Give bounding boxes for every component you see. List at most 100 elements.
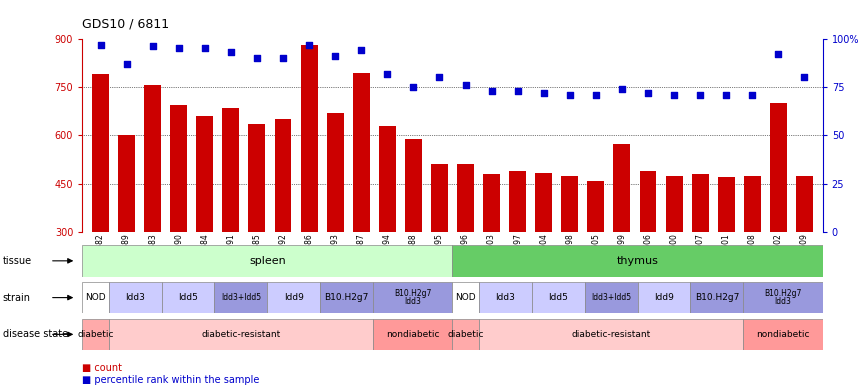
Text: NOD: NOD	[85, 293, 106, 302]
Point	[250, 55, 264, 61]
Bar	[690, 282, 743, 313]
Bar	[92, 74, 109, 329]
Bar	[457, 164, 474, 329]
Point	[145, 43, 159, 50]
Point	[772, 51, 785, 57]
Bar	[82, 319, 109, 350]
Bar	[561, 176, 578, 329]
Point	[641, 90, 655, 96]
Point	[224, 49, 238, 55]
Bar	[743, 319, 823, 350]
Bar	[796, 176, 813, 329]
Bar	[145, 86, 161, 329]
Bar	[718, 177, 734, 329]
Point	[459, 82, 473, 88]
Bar	[320, 282, 373, 313]
Bar	[770, 103, 787, 329]
Bar	[509, 171, 527, 329]
Text: NOD: NOD	[456, 293, 476, 302]
Point	[667, 92, 681, 98]
Bar	[405, 139, 422, 329]
Point	[589, 92, 603, 98]
Point	[94, 41, 107, 48]
Point	[537, 90, 551, 96]
Text: nondiabetic: nondiabetic	[756, 330, 810, 339]
Bar	[431, 164, 448, 329]
Bar	[275, 119, 292, 329]
Bar	[452, 319, 479, 350]
Text: diabetic: diabetic	[448, 330, 484, 339]
Text: tissue: tissue	[3, 256, 32, 266]
Text: disease state: disease state	[3, 329, 68, 339]
Bar	[637, 282, 690, 313]
Point	[485, 88, 499, 94]
Text: diabetic-resistant: diabetic-resistant	[201, 330, 281, 339]
Bar	[171, 105, 187, 329]
Text: thymus: thymus	[617, 256, 658, 266]
Text: Idd3+Idd5: Idd3+Idd5	[221, 293, 261, 302]
Bar	[215, 282, 268, 313]
Point	[406, 84, 420, 90]
Text: strain: strain	[3, 293, 30, 303]
Bar	[82, 282, 109, 313]
Point	[328, 53, 342, 59]
Text: B10.H2g7
Idd3: B10.H2g7 Idd3	[765, 289, 802, 306]
Text: B10.H2g7: B10.H2g7	[325, 293, 369, 302]
Text: spleen: spleen	[249, 256, 286, 266]
Text: ■ count: ■ count	[82, 363, 122, 373]
Point	[120, 61, 133, 67]
Bar	[613, 144, 630, 329]
Bar	[326, 113, 344, 329]
Bar	[666, 176, 682, 329]
Bar	[692, 174, 708, 329]
Point	[171, 45, 185, 51]
Bar	[452, 282, 479, 313]
Point	[276, 55, 290, 61]
Point	[615, 86, 629, 92]
Point	[302, 41, 316, 48]
Bar	[743, 282, 823, 313]
Text: Idd3: Idd3	[126, 293, 145, 302]
Point	[380, 70, 394, 77]
Text: B10.H2g7: B10.H2g7	[695, 293, 739, 302]
Bar	[82, 245, 452, 277]
Point	[563, 92, 577, 98]
Bar	[109, 282, 162, 313]
Text: Idd5: Idd5	[548, 293, 568, 302]
Point	[798, 74, 811, 80]
Bar	[378, 126, 396, 329]
Text: Idd3+Idd5: Idd3+Idd5	[591, 293, 631, 302]
Text: ■ percentile rank within the sample: ■ percentile rank within the sample	[82, 375, 260, 385]
Bar	[585, 282, 637, 313]
Text: B10.H2g7
Idd3: B10.H2g7 Idd3	[394, 289, 431, 306]
Text: GDS10 / 6811: GDS10 / 6811	[82, 18, 170, 31]
Bar	[452, 245, 823, 277]
Point	[746, 92, 759, 98]
Bar	[197, 116, 213, 329]
Point	[197, 45, 211, 51]
Point	[432, 74, 446, 80]
Bar	[483, 174, 500, 329]
Bar	[373, 282, 452, 313]
Bar	[352, 73, 370, 329]
Bar	[479, 319, 743, 350]
Bar	[532, 282, 585, 313]
Text: Idd3: Idd3	[495, 293, 515, 302]
Text: Idd9: Idd9	[284, 293, 304, 302]
Text: nondiabetic: nondiabetic	[386, 330, 440, 339]
Point	[694, 92, 708, 98]
Text: diabetic-resistant: diabetic-resistant	[572, 330, 650, 339]
Bar	[744, 176, 760, 329]
Bar	[587, 181, 604, 329]
Bar	[118, 135, 135, 329]
Bar	[223, 108, 239, 329]
Bar	[162, 282, 215, 313]
Bar	[301, 45, 318, 329]
Bar	[535, 173, 553, 329]
Bar	[479, 282, 532, 313]
Bar	[109, 319, 373, 350]
Bar	[249, 124, 265, 329]
Bar	[640, 171, 656, 329]
Text: diabetic: diabetic	[77, 330, 113, 339]
Text: Idd9: Idd9	[654, 293, 674, 302]
